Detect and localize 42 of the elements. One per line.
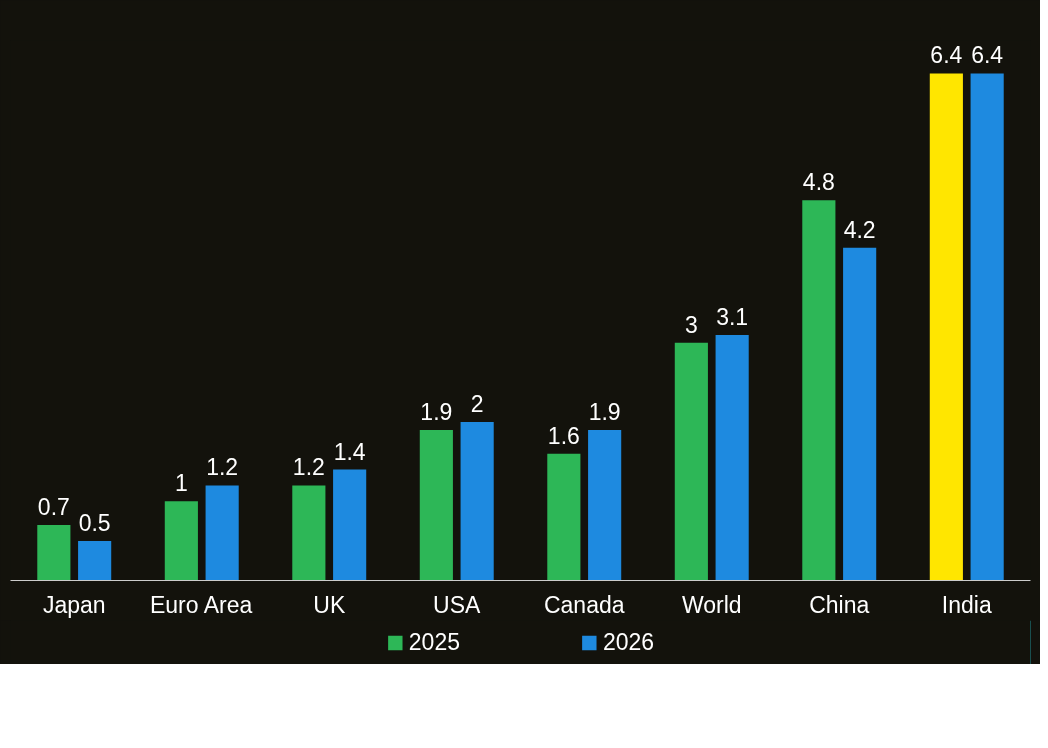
x-tick-label: UK [313,591,346,618]
bar [674,342,708,581]
data-label: 1.9 [588,398,621,425]
bar [37,525,71,581]
bar [715,334,749,581]
data-label: 6.4 [930,42,963,69]
bar [78,540,112,581]
data-label: 1 [174,470,188,497]
bar [843,247,877,581]
x-tick-label: China [809,591,870,618]
data-label: 2 [470,391,484,418]
bar [588,429,622,581]
data-label: 3.1 [716,303,749,330]
data-label: 1.2 [206,454,239,481]
data-label: 1.2 [292,454,325,481]
x-tick-label: USA [433,591,482,618]
bar [333,469,367,581]
x-tick-label: Euro Area [149,591,253,618]
legend-label: 2025 [408,628,460,656]
bar [970,73,1004,581]
data-label: 4.8 [802,169,835,196]
data-label: 4.2 [843,216,876,243]
bar [419,429,453,581]
data-label: 3 [684,311,698,338]
data-label: 0.7 [37,494,70,521]
x-tick-label: Japan [42,591,106,618]
data-label: 0.5 [78,509,111,536]
x-tick-label: World [681,591,742,618]
bar [205,485,239,581]
bar [547,453,581,581]
bar [164,501,198,581]
bar [802,200,836,581]
data-label: 1.9 [420,398,453,425]
bar [929,73,963,581]
data-label: 1.6 [547,422,580,449]
x-tick-label: India [941,591,992,618]
bar [292,485,326,581]
bar [460,422,494,581]
data-label: 6.4 [971,42,1004,69]
x-tick-label: Canada [543,591,625,618]
legend-label: 2026 [603,628,655,656]
data-label: 1.4 [333,438,366,465]
